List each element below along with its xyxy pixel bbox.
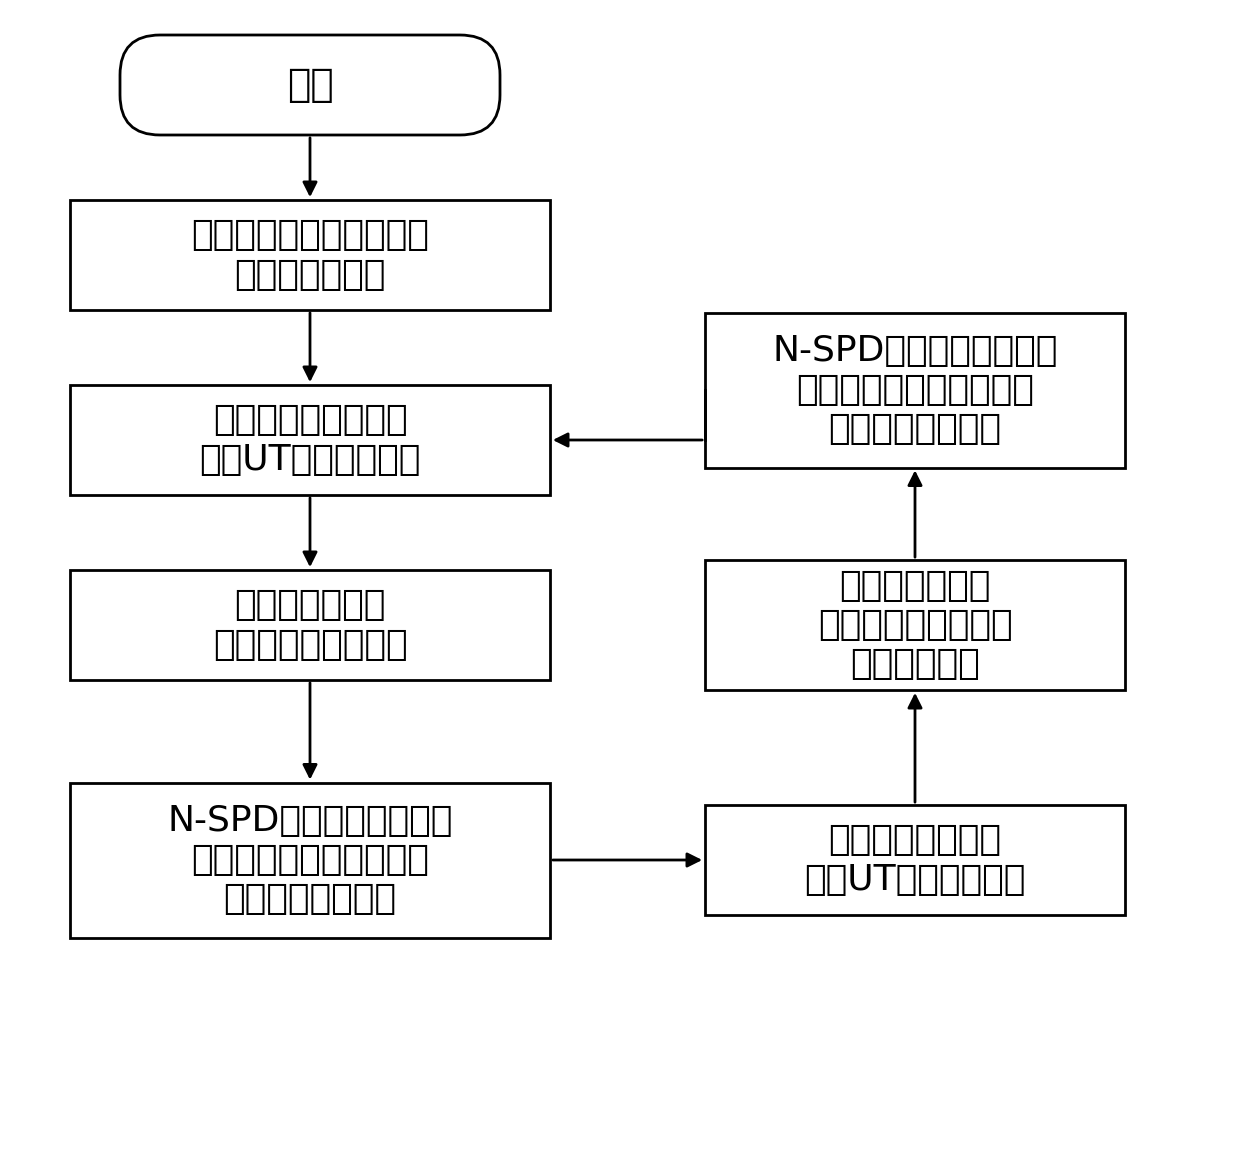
Bar — [69, 570, 551, 680]
Bar — [69, 200, 551, 310]
Text: 对前一时刻最优估计
进行UT采样形成点集: 对前一时刻最优估计 进行UT采样形成点集 — [200, 403, 420, 477]
Text: 状态量后验估计
协方差矩阵后验估计
噪声矩阵更新: 状态量后验估计 协方差矩阵后验估计 噪声矩阵更新 — [817, 568, 1012, 681]
Text: 开始: 开始 — [286, 66, 334, 104]
Bar — [706, 312, 1125, 468]
Text: 状态量一步预测
协方差矩阵一步预测: 状态量一步预测 协方差矩阵一步预测 — [213, 588, 407, 661]
Bar — [69, 782, 551, 937]
Text: 初始化状态向量、协方差
矩阵、噪声矩阵: 初始化状态向量、协方差 矩阵、噪声矩阵 — [191, 219, 429, 292]
Text: 对一步预测状态量
进行UT采样形成点集: 对一步预测状态量 进行UT采样形成点集 — [805, 823, 1025, 896]
Bar — [69, 385, 551, 495]
Text: N-SPD算法计算协方差矩
阵的最近对称正定矩阵并
代替原协方差矩阵: N-SPD算法计算协方差矩 阵的最近对称正定矩阵并 代替原协方差矩阵 — [167, 803, 453, 916]
Bar — [706, 560, 1125, 690]
FancyBboxPatch shape — [120, 35, 500, 135]
Bar — [706, 805, 1125, 915]
Text: N-SPD算法计算协方差矩
阵的最近对称正定矩阵并
代替原协方差矩阵: N-SPD算法计算协方差矩 阵的最近对称正定矩阵并 代替原协方差矩阵 — [773, 334, 1058, 447]
